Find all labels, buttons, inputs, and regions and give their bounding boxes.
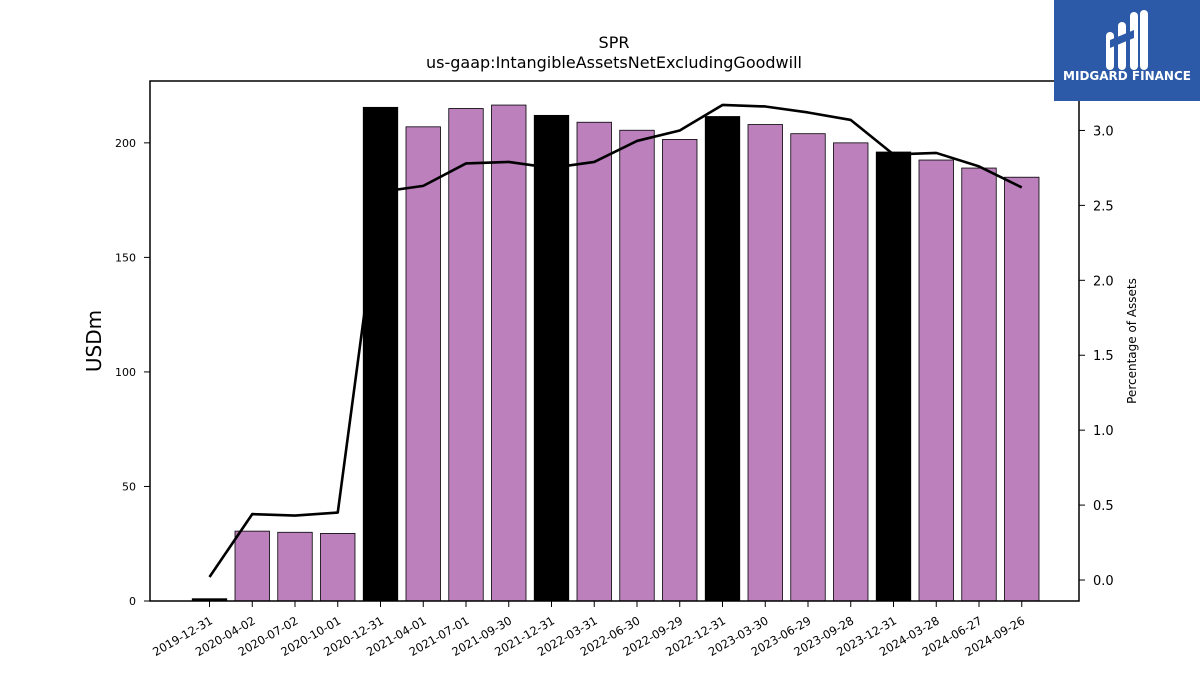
bar [576, 121, 612, 602]
bar [277, 531, 313, 602]
y-axis-right: 0.0 0.5 1.0 1.5 2.0 2.5 3.0 [1079, 124, 1114, 589]
midgard-logo-icon [1106, 10, 1148, 70]
bar [619, 129, 655, 602]
bar [491, 104, 527, 602]
bar [448, 108, 484, 602]
y2-axis-label: Percentage of Assets [1125, 278, 1139, 404]
bar [833, 142, 869, 602]
bar [918, 159, 954, 602]
bar [362, 106, 399, 602]
bar [1004, 176, 1040, 602]
brand-logo: MIDGARD FINANCE [1054, 0, 1200, 101]
y2-tick-label: 3.0 [1093, 124, 1114, 139]
y2-tick-label: 0.0 [1093, 574, 1114, 589]
bar [875, 151, 912, 602]
bar [234, 530, 270, 602]
chart-subtitle: us-gaap:IntangibleAssetsNetExcludingGood… [426, 53, 802, 72]
x-axis: 2019-12-312020-04-022020-07-022020-10-01… [150, 601, 1027, 659]
y-tick-label: 0 [129, 595, 136, 608]
y-tick-label: 50 [122, 480, 136, 493]
y-tick-label: 150 [115, 251, 136, 264]
y2-tick-label: 2.5 [1093, 199, 1114, 214]
y-axis-label: USDm [82, 310, 106, 372]
bar [662, 139, 698, 602]
y-tick-label: 200 [115, 137, 136, 150]
brand-name: MIDGARD FINANCE [1063, 69, 1191, 83]
y2-tick-label: 1.5 [1093, 349, 1114, 364]
bar [961, 167, 997, 602]
y-tick-label: 100 [115, 366, 136, 379]
bar [790, 133, 826, 602]
bars-group [191, 104, 1040, 602]
bar [747, 124, 783, 602]
chart-title: SPR [599, 33, 630, 52]
line-group [208, 103, 1023, 578]
plot-frame [149, 80, 1080, 602]
bar [533, 114, 570, 602]
bar [405, 126, 441, 602]
bar [320, 533, 356, 602]
y2-tick-label: 1.0 [1093, 424, 1114, 439]
y2-tick-label: 0.5 [1093, 499, 1114, 514]
y2-tick-label: 2.0 [1093, 274, 1114, 289]
y-axis-left: 0 50 100 150 200 [115, 137, 150, 608]
line-series [208, 103, 1023, 578]
bar [704, 116, 741, 602]
